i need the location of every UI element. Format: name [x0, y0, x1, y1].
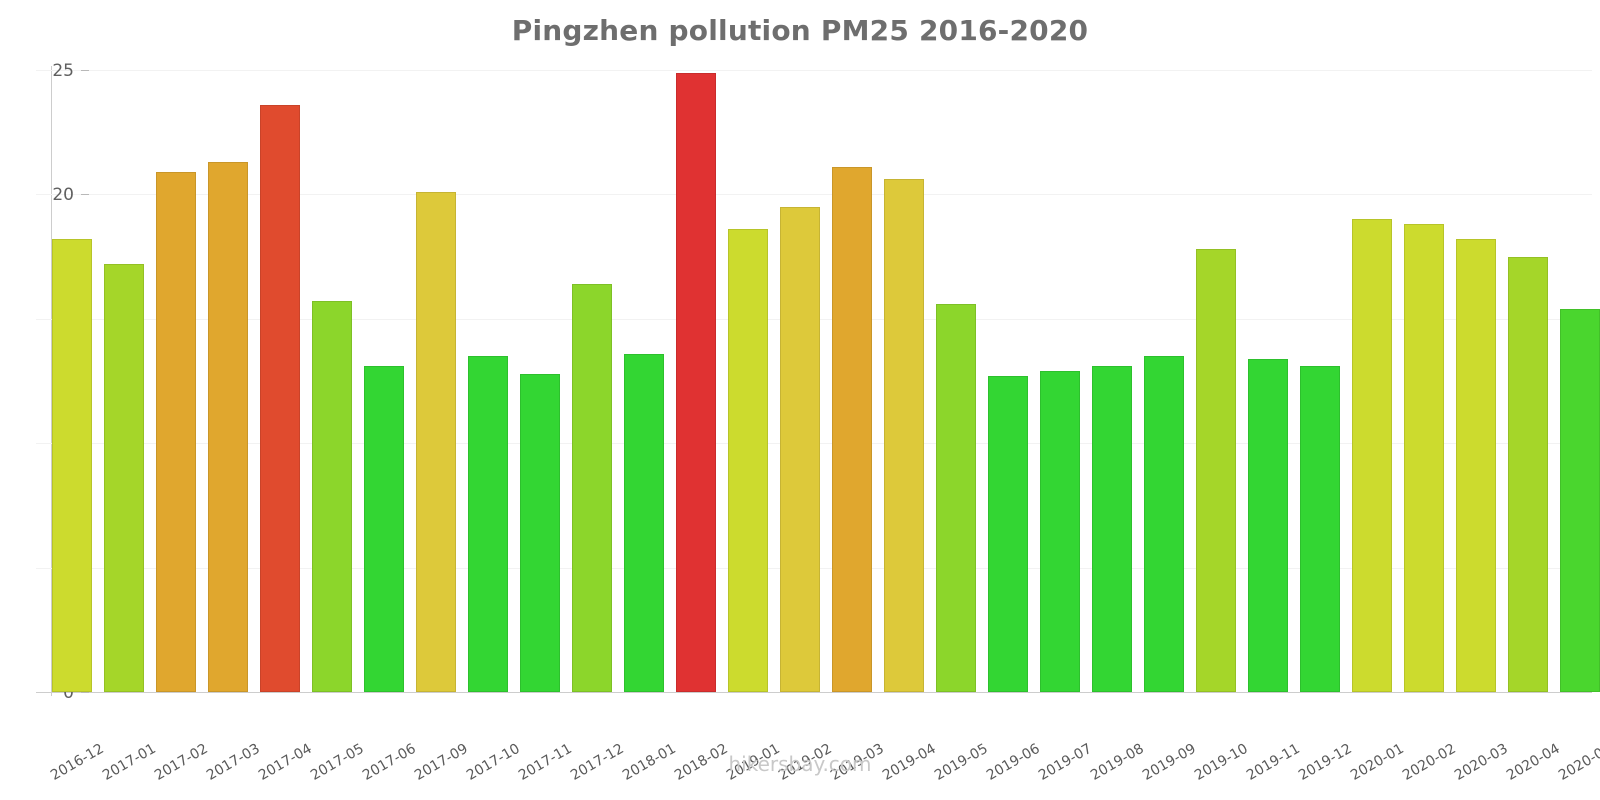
- plot-area: 0510152025 2016-122017-012017-022017-032…: [36, 61, 1600, 784]
- bar[interactable]: [1092, 366, 1132, 692]
- gridline: [36, 194, 1592, 196]
- gridline: [36, 70, 1592, 71]
- y-tick-label: 0: [63, 683, 74, 703]
- y-tick-mark: [81, 70, 89, 71]
- bar[interactable]: [312, 301, 352, 692]
- bar[interactable]: [780, 206, 820, 692]
- bar[interactable]: [1560, 308, 1600, 692]
- watermark-label: hikersbay.com: [728, 752, 872, 776]
- y-tick-mark: [81, 692, 89, 693]
- bar[interactable]: [52, 239, 92, 692]
- bar[interactable]: [572, 283, 612, 692]
- bar[interactable]: [676, 72, 716, 692]
- bar[interactable]: [1456, 239, 1496, 692]
- bar[interactable]: [728, 229, 768, 692]
- bar[interactable]: [1040, 371, 1080, 692]
- bar[interactable]: [1144, 356, 1184, 692]
- y-tick-label: 20: [52, 185, 74, 206]
- bar[interactable]: [468, 356, 508, 692]
- bar[interactable]: [832, 167, 872, 692]
- bar[interactable]: [1404, 224, 1444, 692]
- bar[interactable]: [156, 172, 196, 692]
- bar[interactable]: [260, 104, 300, 692]
- bar[interactable]: [936, 303, 976, 692]
- bar[interactable]: [416, 191, 456, 692]
- y-tick-label: 25: [52, 61, 74, 81]
- bar[interactable]: [520, 373, 560, 692]
- bar[interactable]: [1352, 219, 1392, 692]
- bar[interactable]: [208, 162, 248, 692]
- bar[interactable]: [1196, 249, 1236, 692]
- bar[interactable]: [104, 264, 144, 692]
- chart-title: Pingzhen pollution PM25 2016-2020: [511, 14, 1089, 47]
- gridline: [36, 692, 1592, 693]
- bar[interactable]: [1248, 358, 1288, 692]
- y-tick-mark: [81, 194, 89, 196]
- bar[interactable]: [988, 376, 1028, 692]
- bar[interactable]: [1508, 256, 1548, 692]
- y-axis-line: [51, 66, 52, 696]
- bar[interactable]: [884, 179, 924, 692]
- bar[interactable]: [624, 353, 664, 692]
- bar[interactable]: [364, 366, 404, 692]
- bar[interactable]: [1300, 366, 1340, 692]
